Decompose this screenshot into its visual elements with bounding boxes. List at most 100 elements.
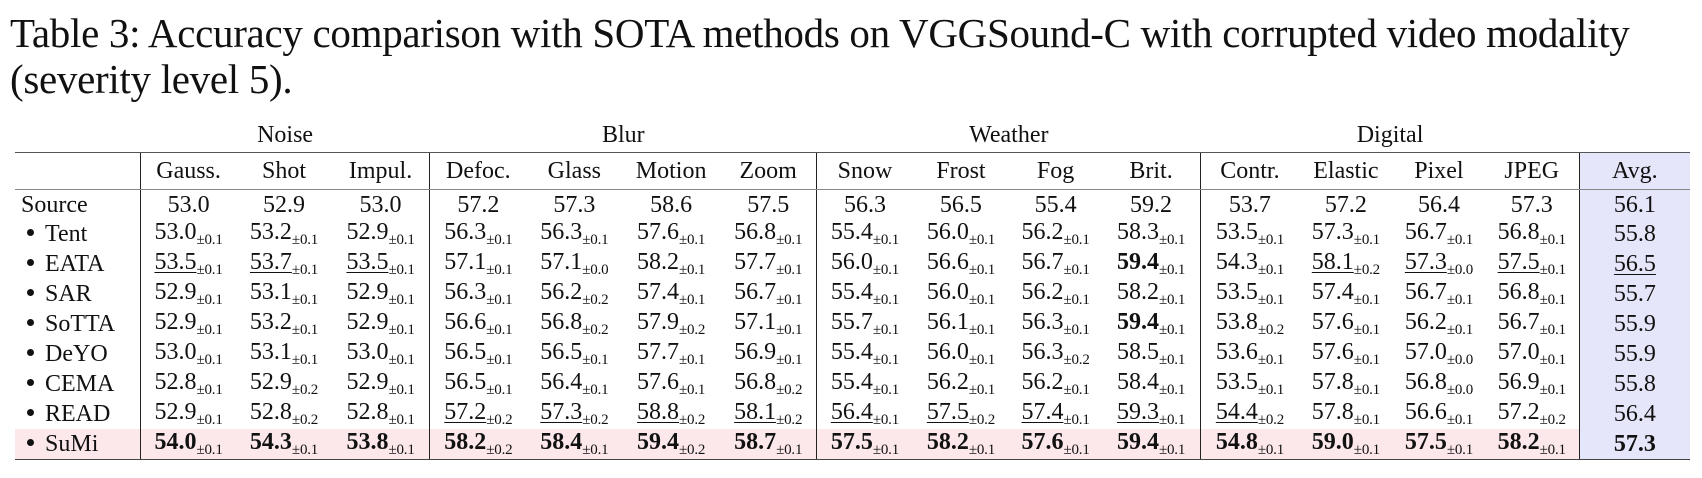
cell-std: ±0.1 [1539,262,1566,278]
cell-value: 56.7 [1404,279,1447,305]
cell-value: 56.3 [1021,309,1064,335]
cell-value: 53.5 [1215,219,1258,245]
cell-std: ±0.1 [1353,442,1380,458]
table-cell: 56.8±0.0 [1393,369,1484,399]
table-row: SAR 52.9±0.1 53.1±0.1 52.9±0.1 56.3±0.1 56.2±… [15,279,1690,309]
avg-cell: 56.5 [1578,249,1690,279]
cell-value: 57.5 [1497,249,1540,275]
cell-value: 57.1 [734,309,777,335]
avg-cell: 55.7 [1578,279,1690,309]
cell-value: 56.5 [444,339,487,365]
cell-value: 52.9 [346,219,389,245]
table-cell: 58.7±0.1 [720,429,817,460]
cell-std: ±0.1 [291,292,319,308]
table-cell: 58.5±0.1 [1102,339,1201,369]
cell-value: 52.9 [154,309,197,335]
table-cell: 57.9±0.2 [622,309,720,339]
cell-value: 56.8 [1497,219,1540,245]
cell-value: 53.2 [249,219,292,245]
cell-std: ±0.1 [1158,412,1186,428]
cell-value: 57.4 [1311,279,1354,305]
method-label: SuMi [45,430,99,457]
cell-std: ±0.1 [291,232,319,248]
cell-value: 53.1 [249,279,292,305]
cell-std: ±0.2 [776,412,803,428]
cell-value: 58.2 [444,429,487,455]
cell-std: ±0.0 [1446,352,1474,368]
table-cell: 58.2±0.2 [429,429,527,460]
table-cell: 56.3±0.2 [1009,339,1102,369]
cell-value: 57.6 [1021,429,1064,455]
table-cell: 57.5±0.1 [1485,249,1580,279]
cell-value: 58.2 [926,429,969,455]
cell-std: ±0.1 [1446,232,1474,248]
cell-std: ±0.1 [776,322,803,338]
cell-std: ±0.1 [1158,262,1186,278]
table-cell: 57.6±0.1 [622,369,720,399]
group-digital: Digital [1200,118,1580,153]
table-cell: 58.2±0.1 [912,429,1010,460]
cell-value: 56.9 [1497,369,1540,395]
cell-value: 56.1 [926,309,969,335]
table-cell: 54.4±0.2 [1200,399,1299,429]
cell-value: 56.7 [1497,309,1540,335]
cell-value: 52.8 [154,369,197,395]
cell-std: ±0.2 [1539,412,1566,428]
column-header: Defoc. [429,152,527,190]
table-cell: 56.2±0.1 [1009,279,1102,309]
cell-std: ±0.1 [486,382,513,398]
cell-std: ±0.2 [1063,352,1090,368]
cell-std: ±0.1 [872,232,900,248]
method-label: CEMA [45,370,115,397]
table-cell: 53.5±0.1 [1200,219,1299,249]
column-header: Motion [622,152,721,190]
table-cell: 56.0±0.1 [913,219,1010,249]
table-cell: 57.6±0.1 [1009,429,1102,460]
table-row: SuMi 54.0±0.1 54.3±0.1 53.8±0.1 58.2±0.2 58.4… [15,429,1690,460]
cell-std: ±0.1 [582,382,609,398]
cell-value: 56.0 [926,279,969,305]
cell-value: 56.8 [1404,369,1447,395]
cell-value: 56.2 [926,369,969,395]
avg-value: 57.3 [1613,430,1656,457]
cell-value: 56.6 [444,309,487,335]
table-cell: 54.3±0.1 [1200,249,1299,279]
cell-value: 59.4 [1116,249,1159,275]
cell-value: 57.6 [1311,339,1354,365]
table-cell: 58.2±0.1 [1102,279,1201,309]
table-cell: 58.6 [650,192,693,218]
table-cell: 56.5±0.1 [429,339,527,369]
cell-value: 58.3 [1116,219,1159,245]
cell-value: 57.7 [637,339,680,365]
table-cell: 55.4±0.1 [816,339,913,369]
table-cell: 57.4±0.1 [622,279,720,309]
method-name: DeYO [15,339,140,369]
table-cell: 54.3±0.1 [236,429,332,460]
cell-std: ±0.1 [291,442,319,458]
cell-std: ±0.2 [582,322,609,338]
cell-value: 56.3 [1021,339,1064,365]
table-cell: 57.1±0.0 [527,249,623,279]
cell-value: 56.2 [540,279,583,305]
cell-value: 57.1 [444,249,487,275]
column-header: JPEG [1484,152,1580,190]
method-label: EATA [45,250,105,277]
cell-value: 59.0 [1311,429,1354,455]
method-label: SAR [45,280,92,307]
cell-value: 56.0 [926,339,969,365]
table-cell: 53.0±0.1 [139,219,237,249]
cell-value: 57.6 [637,219,680,245]
table-cell: 57.3 [553,192,596,218]
cell-value: 58.4 [1116,369,1159,395]
table-cell: 55.4±0.1 [816,219,913,249]
cell-value: 57.4 [637,279,680,305]
cell-std: ±0.1 [1158,442,1186,458]
cell-value: 53.0 [154,219,197,245]
cell-std: ±0.1 [1539,442,1566,458]
cell-value: 56.8 [540,309,583,335]
table-cell: 59.4±0.1 [1101,429,1201,460]
column-header: Shot [236,152,332,190]
avg-cell: 55.9 [1578,309,1690,339]
cell-value: 58.8 [637,399,680,425]
cell-value: 53.5 [346,249,389,275]
